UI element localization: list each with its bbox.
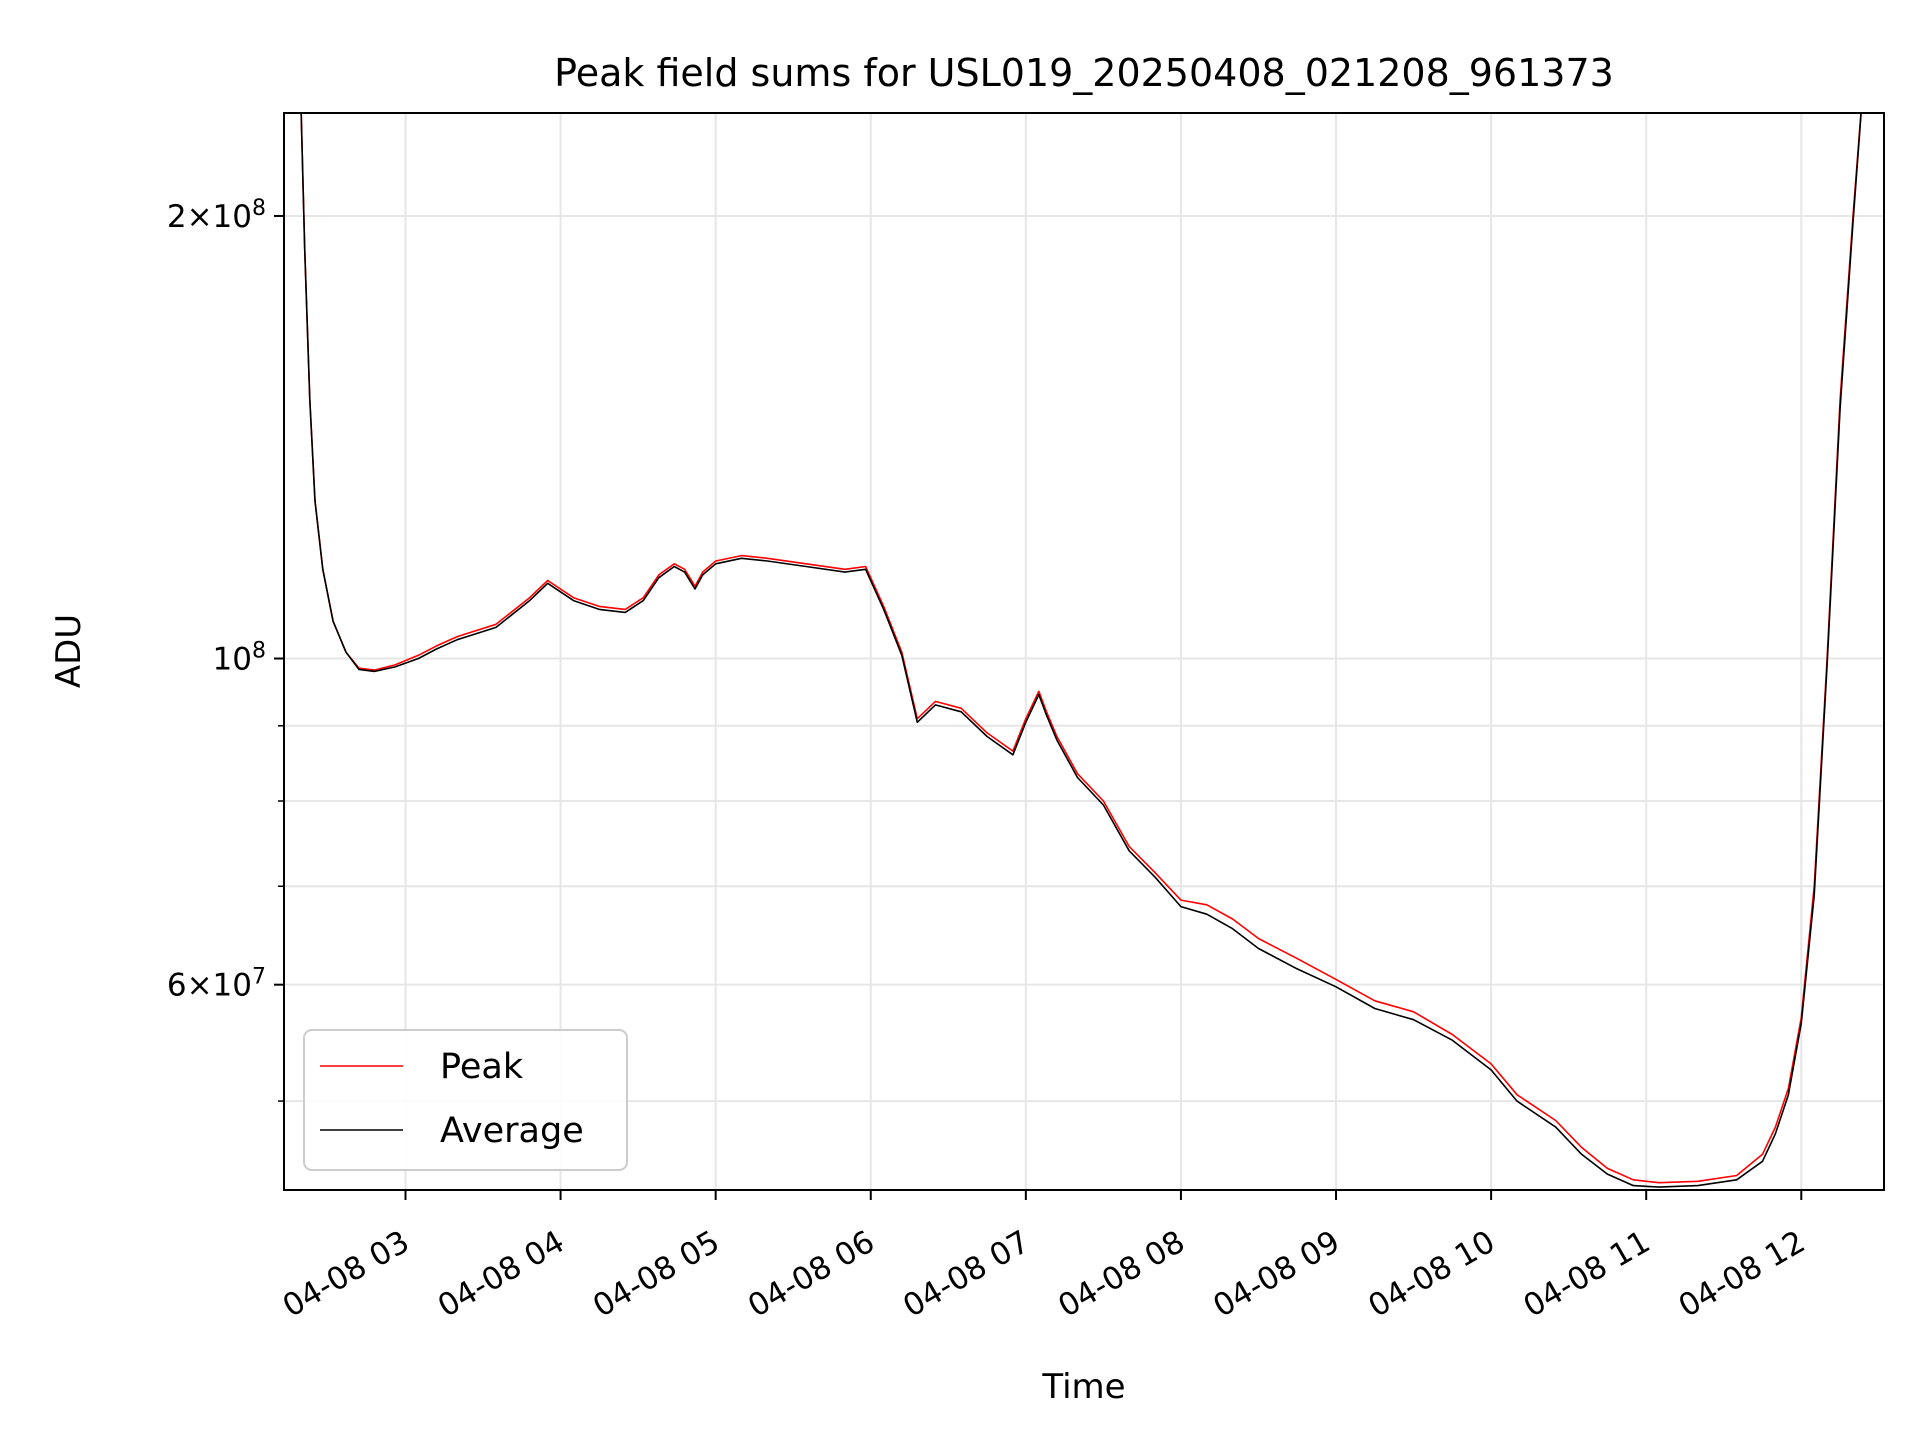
y-axis: 108 2×108 6×107 (167, 195, 284, 1102)
series-line-average (300, 113, 1862, 1188)
y-tick-label: 108 (213, 638, 266, 678)
grid (284, 113, 1884, 1190)
series-layer (300, 113, 1862, 1188)
legend-box (303, 1029, 628, 1171)
plot-frame (283, 112, 1885, 1191)
legend: Peak Average (303, 1029, 628, 1171)
chart-title: Peak field sums for USL019_20250408_0212… (554, 51, 1614, 95)
legend-label-peak: Peak (440, 1047, 524, 1087)
y-axis-label: ADU (49, 614, 89, 688)
y-tick-label: 6×107 (167, 964, 266, 1004)
legend-label-average: Average (440, 1111, 584, 1151)
x-axis-label: Time (1041, 1367, 1125, 1407)
y-tick-label: 2×108 (167, 195, 266, 235)
series-line-peak (300, 113, 1862, 1184)
